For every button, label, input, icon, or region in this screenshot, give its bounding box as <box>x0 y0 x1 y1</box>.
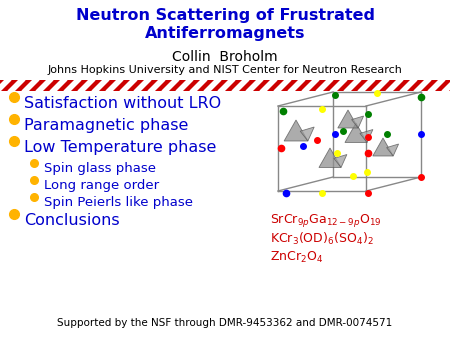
Text: Spin glass phase: Spin glass phase <box>44 162 156 175</box>
Polygon shape <box>176 80 193 91</box>
Polygon shape <box>134 80 151 91</box>
Polygon shape <box>372 80 389 91</box>
Polygon shape <box>246 80 263 91</box>
Polygon shape <box>300 127 314 141</box>
Polygon shape <box>428 80 445 91</box>
Polygon shape <box>190 80 207 91</box>
Polygon shape <box>204 80 221 91</box>
Text: SrCr$_{9p}$Ga$_{12-9p}$O$_{19}$: SrCr$_{9p}$Ga$_{12-9p}$O$_{19}$ <box>270 212 382 229</box>
Polygon shape <box>373 138 393 156</box>
Polygon shape <box>345 123 367 143</box>
Polygon shape <box>120 80 137 91</box>
Polygon shape <box>316 80 333 91</box>
Polygon shape <box>319 148 341 168</box>
Polygon shape <box>22 80 39 91</box>
Polygon shape <box>400 80 417 91</box>
Text: Collin  Broholm: Collin Broholm <box>172 50 278 64</box>
Polygon shape <box>351 116 364 128</box>
Text: ZnCr$_2$O$_4$: ZnCr$_2$O$_4$ <box>270 250 324 265</box>
Text: Long range order: Long range order <box>44 179 159 192</box>
Polygon shape <box>344 80 361 91</box>
Polygon shape <box>330 80 347 91</box>
Polygon shape <box>260 80 277 91</box>
Polygon shape <box>274 80 291 91</box>
Polygon shape <box>442 80 450 91</box>
Text: Conclusions: Conclusions <box>24 213 120 228</box>
Polygon shape <box>338 110 358 128</box>
Polygon shape <box>360 129 373 143</box>
Polygon shape <box>334 154 347 168</box>
Polygon shape <box>284 120 308 141</box>
Polygon shape <box>92 80 109 91</box>
Text: Johns Hopkins University and NIST Center for Neutron Research: Johns Hopkins University and NIST Center… <box>48 65 402 75</box>
Polygon shape <box>288 80 305 91</box>
Polygon shape <box>386 80 403 91</box>
Polygon shape <box>148 80 165 91</box>
Polygon shape <box>50 80 67 91</box>
Polygon shape <box>78 80 95 91</box>
Polygon shape <box>387 144 399 156</box>
Polygon shape <box>8 80 25 91</box>
Text: Neutron Scattering of Frustrated: Neutron Scattering of Frustrated <box>76 8 374 23</box>
Polygon shape <box>358 80 375 91</box>
Text: Paramagnetic phase: Paramagnetic phase <box>24 118 189 133</box>
Polygon shape <box>0 80 11 91</box>
Text: Antiferromagnets: Antiferromagnets <box>145 26 305 41</box>
Text: Low Temperature phase: Low Temperature phase <box>24 140 216 155</box>
Polygon shape <box>218 80 235 91</box>
Polygon shape <box>414 80 431 91</box>
Polygon shape <box>64 80 81 91</box>
Bar <box>0 80 450 91</box>
Text: Satisfaction without LRO: Satisfaction without LRO <box>24 96 221 111</box>
Text: Spin Peierls like phase: Spin Peierls like phase <box>44 196 193 209</box>
Polygon shape <box>162 80 179 91</box>
Polygon shape <box>36 80 53 91</box>
Text: KCr$_3$(OD)$_6$(SO$_4$)$_2$: KCr$_3$(OD)$_6$(SO$_4$)$_2$ <box>270 231 374 247</box>
Polygon shape <box>302 80 319 91</box>
Polygon shape <box>232 80 249 91</box>
Text: Supported by the NSF through DMR-9453362 and DMR-0074571: Supported by the NSF through DMR-9453362… <box>58 318 392 328</box>
Polygon shape <box>106 80 123 91</box>
